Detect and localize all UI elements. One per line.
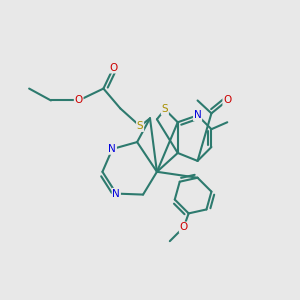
Text: O: O	[109, 63, 118, 73]
Text: S: S	[161, 104, 168, 114]
Text: S: S	[137, 121, 143, 131]
Text: N: N	[194, 110, 201, 120]
Text: O: O	[223, 95, 231, 106]
Text: O: O	[180, 222, 188, 232]
Text: N: N	[112, 189, 120, 199]
Text: O: O	[74, 95, 83, 106]
Text: N: N	[109, 144, 116, 154]
